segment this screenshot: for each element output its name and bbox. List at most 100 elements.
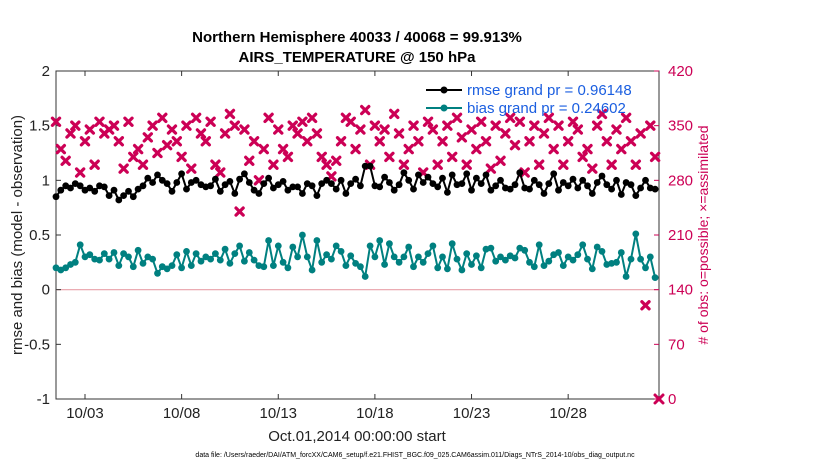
rmse-point [569,175,577,183]
bias-point [192,250,200,257]
bias-point [646,253,654,261]
rmse-point [429,180,437,188]
obs-point [384,151,395,163]
bias-point [400,253,408,261]
obs-point [466,124,477,135]
rmse-point [482,171,490,179]
obs-point [229,120,240,131]
rmse-point [390,186,398,194]
bias-point [357,263,364,271]
obs-point [475,116,487,127]
rmse-point [163,180,171,188]
bias-point [100,250,108,257]
obs-point [239,124,250,135]
bias-point [376,237,384,244]
bias-point [279,258,287,266]
y2-tick-label: 210 [668,227,693,244]
rmse-point [328,180,335,188]
rmse-point [506,185,514,193]
obs-point [587,163,598,174]
bias-point [453,255,461,263]
x-tick-label: 10/03 [66,405,104,422]
obs-point [369,120,381,131]
obs-point [137,159,149,170]
obs-point [451,112,463,124]
rmse-point [245,179,253,186]
y2-tick-label: 140 [668,282,693,299]
rmse-point [526,185,533,193]
rmse-point [477,180,485,188]
rmse-point [386,179,393,186]
rmse-point [323,176,330,184]
obs-point [210,159,221,170]
rmse-point [105,192,113,200]
bias-point [593,243,601,251]
y2-tick-label: 70 [668,336,685,353]
obs-point [273,124,284,135]
bias-point [419,258,427,266]
bias-point [313,237,321,244]
bias-point [588,265,596,273]
rmse-point [419,179,427,186]
obs-point [128,151,139,163]
rmse-point [158,176,166,184]
rmse-point [463,170,471,178]
bias-point [424,250,432,257]
rmse-point [110,186,118,194]
obs-point [389,108,400,120]
bias-point [598,248,606,255]
obs-point [65,128,76,139]
obs-point [553,120,564,131]
x-tick-label: 10/28 [549,405,587,422]
rmse-point [221,181,229,189]
obs-point [297,116,308,127]
bias-point [526,258,533,266]
obs-point [205,116,216,127]
rmse-point [410,185,417,193]
rmse-point [448,171,456,179]
obs-point [132,143,144,155]
obs-point [350,143,361,155]
rmse-point [352,175,359,183]
obs-point [108,120,120,131]
bias-point [245,249,253,256]
rmse-point [183,185,190,193]
obs-point [147,120,158,131]
obs-point [596,108,608,120]
bias-point [651,274,659,281]
plot-area [55,70,660,400]
rmse-point [226,178,234,185]
rmse-point [555,186,562,194]
obs-point [74,167,86,178]
obs-point [582,143,593,155]
obs-point [248,136,260,147]
obs-point [244,155,255,167]
obs-point [335,136,347,147]
bias-point [71,258,79,266]
rmse-point [511,181,519,189]
bias-point [250,256,258,264]
obs-point [548,143,559,155]
obs-point [645,120,656,131]
rmse-point [173,179,181,186]
rmse-point [516,169,524,177]
legend: rmse grand pr = 0.96148 bias grand pr = … [426,82,632,117]
obs-point [345,116,356,127]
obs-point [379,124,390,135]
obs-point [142,132,154,143]
obs-point [50,116,62,127]
obs-point [558,159,569,170]
bias-point [584,255,591,263]
footer-data-file: data file: /Users/raeder/DAI/ATM_forcXX/… [195,452,635,459]
bias-point [318,258,326,266]
rmse-point [67,184,74,192]
obs-point [432,159,443,170]
rmse-point [332,185,340,193]
bias-point [405,243,413,251]
obs-point [113,136,125,147]
bias-point [381,261,388,268]
rmse-point [115,196,123,204]
rmse-point [545,180,553,188]
rmse-point [270,184,277,192]
obs-point [277,143,289,155]
